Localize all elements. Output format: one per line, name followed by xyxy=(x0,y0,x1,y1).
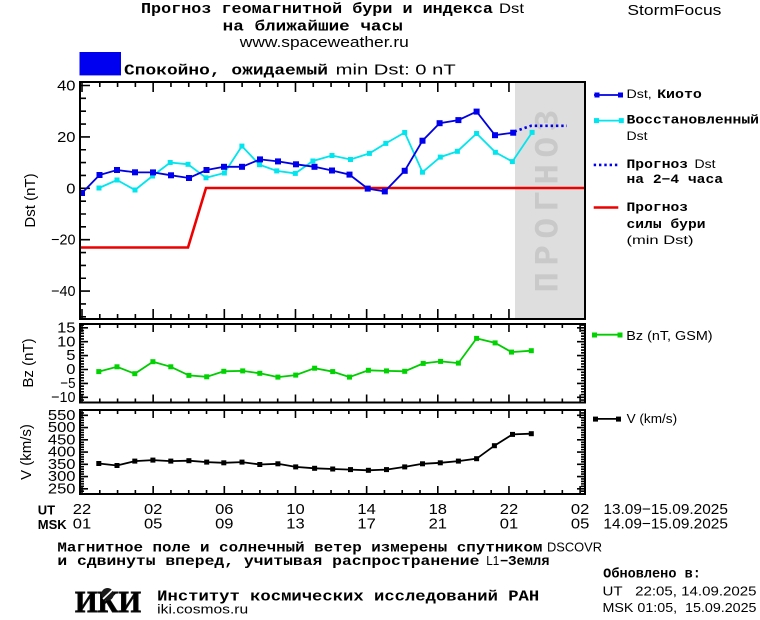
svg-text:V (km/s): V (km/s) xyxy=(627,412,678,426)
svg-text:на 2−4 часа: на 2−4 часа xyxy=(627,173,724,187)
svg-text:Dst: Dst xyxy=(499,0,524,16)
svg-text:Н: Н xyxy=(531,164,569,184)
svg-text:StormFocus: StormFocus xyxy=(627,2,721,19)
svg-text:550: 550 xyxy=(48,407,76,424)
svg-text:З: З xyxy=(531,110,569,130)
svg-text:О: О xyxy=(531,218,569,238)
svg-text:14: 14 xyxy=(357,501,375,518)
svg-text:20: 20 xyxy=(57,129,75,146)
svg-text:17: 17 xyxy=(357,516,375,533)
svg-text:Прогноз: Прогноз xyxy=(627,201,689,215)
svg-text:Прогноз геомагнитной бури и ин: Прогноз геомагнитной бури и индекса xyxy=(141,1,493,18)
svg-text:−10: −10 xyxy=(51,389,75,406)
svg-text:Восстановленный: Восстановленный xyxy=(627,114,760,128)
svg-text:−5: −5 xyxy=(60,375,75,392)
svg-text:350: 350 xyxy=(48,456,76,473)
svg-text:21: 21 xyxy=(429,516,447,533)
svg-text:02: 02 xyxy=(571,501,589,518)
svg-text:15: 15 xyxy=(57,319,75,336)
svg-text:Г: Г xyxy=(531,191,569,211)
svg-text:18: 18 xyxy=(429,501,447,518)
svg-text:MSK: MSK xyxy=(38,517,68,532)
svg-text:02: 02 xyxy=(144,501,162,518)
svg-text:UT: UT xyxy=(38,503,55,518)
svg-text:5: 5 xyxy=(66,347,75,364)
svg-text:14.09−15.09.2025: 14.09−15.09.2025 xyxy=(603,516,728,533)
svg-text:05: 05 xyxy=(144,516,162,533)
svg-text:40: 40 xyxy=(57,78,75,95)
svg-text:450: 450 xyxy=(48,431,76,448)
svg-text:min Dst: 0 nT: min Dst: 0 nT xyxy=(336,61,456,78)
svg-text:L1: L1 xyxy=(486,553,499,568)
svg-text:−40: −40 xyxy=(51,283,75,300)
svg-text:10: 10 xyxy=(286,501,304,518)
svg-text:Dst,: Dst, xyxy=(627,87,652,101)
svg-text:10: 10 xyxy=(57,333,75,350)
svg-text:−20: −20 xyxy=(51,232,75,249)
svg-text:13.09−15.09.2025: 13.09−15.09.2025 xyxy=(603,501,728,518)
svg-text:П: П xyxy=(531,272,569,292)
svg-text:www.spaceweather.ru: www.spaceweather.ru xyxy=(239,34,409,51)
svg-text:DSCOVR: DSCOVR xyxy=(547,539,602,554)
svg-text:−Земля: −Земля xyxy=(500,555,550,570)
svg-text:О: О xyxy=(531,137,569,157)
svg-text:Институт космических исследова: Институт космических исследований РАН xyxy=(157,590,539,606)
svg-text:01: 01 xyxy=(500,516,518,533)
svg-text:Прогноз: Прогноз xyxy=(627,158,689,172)
svg-text:13: 13 xyxy=(286,516,304,533)
svg-text:400: 400 xyxy=(48,444,76,461)
svg-text:V (km/s): V (km/s) xyxy=(18,424,35,480)
svg-text:Обновлено в:: Обновлено в: xyxy=(603,567,701,583)
svg-text:Спокойно, ожидаемый: Спокойно, ожидаемый xyxy=(124,62,328,79)
svg-text:Bz (nT): Bz (nT) xyxy=(20,338,37,387)
svg-text:0: 0 xyxy=(66,361,75,378)
svg-text:iki.cosmos.ru: iki.cosmos.ru xyxy=(157,602,248,617)
svg-text:на ближайшие часы: на ближайшие часы xyxy=(223,19,403,36)
svg-text:09: 09 xyxy=(215,516,233,533)
svg-text:22: 22 xyxy=(73,501,91,518)
svg-text:и сдвинуты вперед, учитывая ра: и сдвинуты вперед, учитывая распростране… xyxy=(57,555,479,570)
svg-text:Dst: Dst xyxy=(695,157,717,171)
svg-text:(min Dst): (min Dst) xyxy=(627,233,694,247)
svg-text:Dst (nT): Dst (nT) xyxy=(22,173,39,227)
svg-text:Dst: Dst xyxy=(627,129,649,143)
svg-text:250: 250 xyxy=(48,480,76,497)
svg-text:06: 06 xyxy=(215,501,233,518)
svg-text:Р: Р xyxy=(531,245,569,265)
svg-text:MSK 01:05, 15.09.2025: MSK 01:05, 15.09.2025 xyxy=(603,601,757,615)
svg-text:22: 22 xyxy=(500,501,518,518)
svg-text:0: 0 xyxy=(66,180,75,197)
svg-text:300: 300 xyxy=(48,468,76,485)
svg-text:01: 01 xyxy=(73,516,91,533)
svg-text:Киото: Киото xyxy=(657,88,702,102)
svg-text:силы бури: силы бури xyxy=(627,217,706,232)
svg-text:500: 500 xyxy=(48,419,76,436)
svg-text:UT 22:05, 14.09.2025: UT 22:05, 14.09.2025 xyxy=(603,584,757,598)
svg-text:Магнитное поле и солнечный вет: Магнитное поле и солнечный ветер измерен… xyxy=(57,541,542,556)
svg-text:05: 05 xyxy=(571,516,589,533)
svg-text:Bz (nT, GSM): Bz (nT, GSM) xyxy=(626,329,712,343)
